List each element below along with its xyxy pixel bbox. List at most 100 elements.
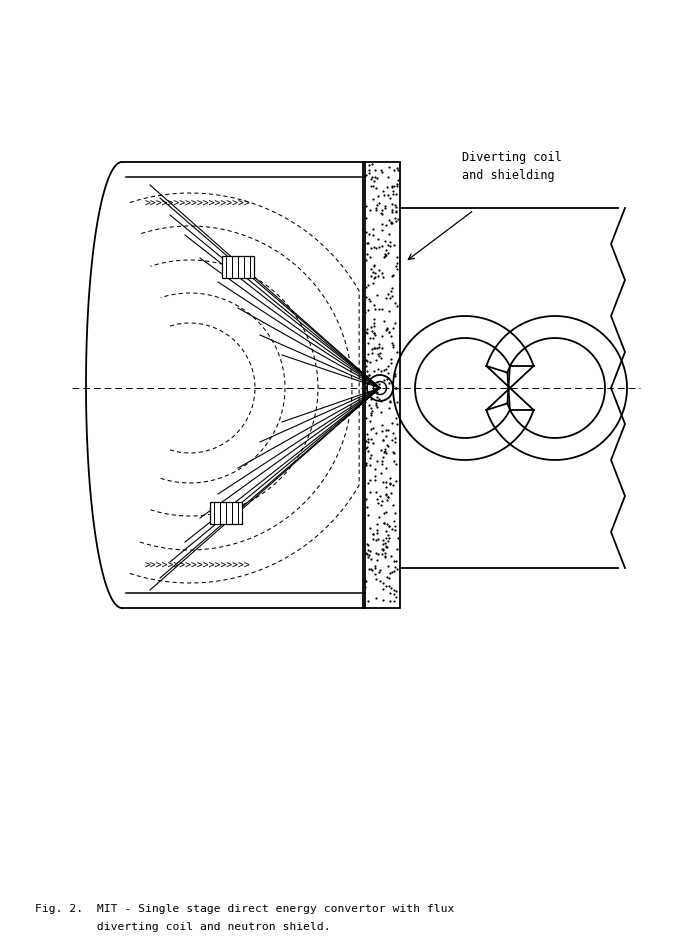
Point — [383, 489, 394, 504]
Point — [392, 530, 403, 546]
Point — [374, 301, 385, 316]
Point — [391, 258, 402, 273]
Bar — [222, 256, 254, 278]
Point — [384, 226, 395, 241]
Point — [364, 561, 375, 576]
Point — [367, 192, 378, 207]
Point — [360, 168, 371, 183]
Bar — [363, 162, 400, 608]
Point — [381, 517, 392, 532]
Point — [365, 268, 376, 283]
Point — [379, 188, 389, 203]
Point — [365, 414, 376, 429]
Point — [378, 542, 389, 557]
Point — [389, 430, 400, 445]
Point — [381, 248, 392, 263]
Point — [362, 542, 373, 557]
Point — [377, 493, 387, 509]
Text: diverting coil and neutron shield.: diverting coil and neutron shield. — [35, 922, 331, 932]
Point — [367, 324, 378, 339]
Point — [370, 162, 381, 177]
Point — [377, 328, 387, 344]
Point — [361, 368, 372, 383]
Point — [361, 211, 372, 226]
Point — [367, 157, 378, 172]
Point — [381, 217, 392, 233]
Point — [384, 375, 395, 390]
Point — [361, 547, 372, 562]
Point — [362, 326, 373, 341]
Point — [360, 279, 371, 294]
Point — [382, 287, 393, 302]
Point — [375, 489, 385, 504]
Point — [374, 564, 385, 579]
Point — [372, 197, 383, 213]
Point — [380, 441, 391, 456]
Point — [379, 549, 390, 565]
Point — [391, 344, 402, 360]
Point — [383, 304, 394, 319]
Point — [381, 479, 392, 494]
Point — [362, 278, 373, 293]
Point — [379, 444, 390, 459]
Point — [384, 290, 395, 306]
Point — [383, 359, 394, 374]
Point — [369, 258, 380, 273]
Point — [364, 291, 375, 307]
Point — [369, 257, 379, 272]
Point — [378, 542, 389, 557]
Point — [385, 238, 396, 253]
Point — [382, 539, 393, 554]
Point — [384, 530, 395, 546]
Point — [384, 476, 395, 492]
Point — [391, 456, 402, 472]
Point — [377, 417, 387, 432]
Point — [368, 420, 379, 436]
Point — [367, 342, 377, 357]
Point — [362, 354, 373, 369]
Point — [362, 593, 373, 608]
Point — [360, 289, 371, 305]
Point — [386, 432, 397, 447]
Point — [386, 215, 397, 231]
Point — [383, 528, 394, 543]
Point — [366, 391, 377, 406]
Point — [364, 330, 375, 345]
Point — [389, 178, 400, 194]
Point — [368, 436, 379, 451]
Point — [383, 400, 394, 416]
Point — [383, 325, 394, 340]
Point — [364, 158, 375, 173]
Point — [386, 288, 397, 304]
Point — [381, 429, 392, 444]
Point — [385, 475, 396, 491]
Point — [364, 548, 375, 563]
Point — [377, 206, 387, 221]
Point — [389, 453, 400, 468]
Point — [366, 400, 377, 416]
Point — [373, 239, 384, 254]
Point — [377, 450, 388, 465]
Point — [360, 390, 371, 405]
Point — [383, 437, 394, 453]
Point — [392, 255, 402, 270]
Point — [381, 437, 392, 453]
Point — [361, 440, 372, 456]
Point — [377, 592, 388, 607]
Point — [378, 581, 389, 596]
Point — [390, 213, 401, 228]
Point — [371, 389, 382, 404]
Point — [388, 320, 399, 335]
Point — [364, 484, 375, 499]
Point — [360, 579, 371, 594]
Point — [385, 351, 396, 366]
Point — [392, 162, 403, 177]
Point — [377, 423, 387, 438]
Point — [371, 516, 382, 531]
Point — [373, 346, 383, 362]
Point — [383, 213, 394, 228]
Point — [371, 571, 381, 586]
Point — [365, 172, 376, 187]
Point — [361, 439, 372, 455]
Text: Fig. 2.  MIT - Single stage direct energy convertor with flux: Fig. 2. MIT - Single stage direct energy… — [35, 904, 454, 914]
